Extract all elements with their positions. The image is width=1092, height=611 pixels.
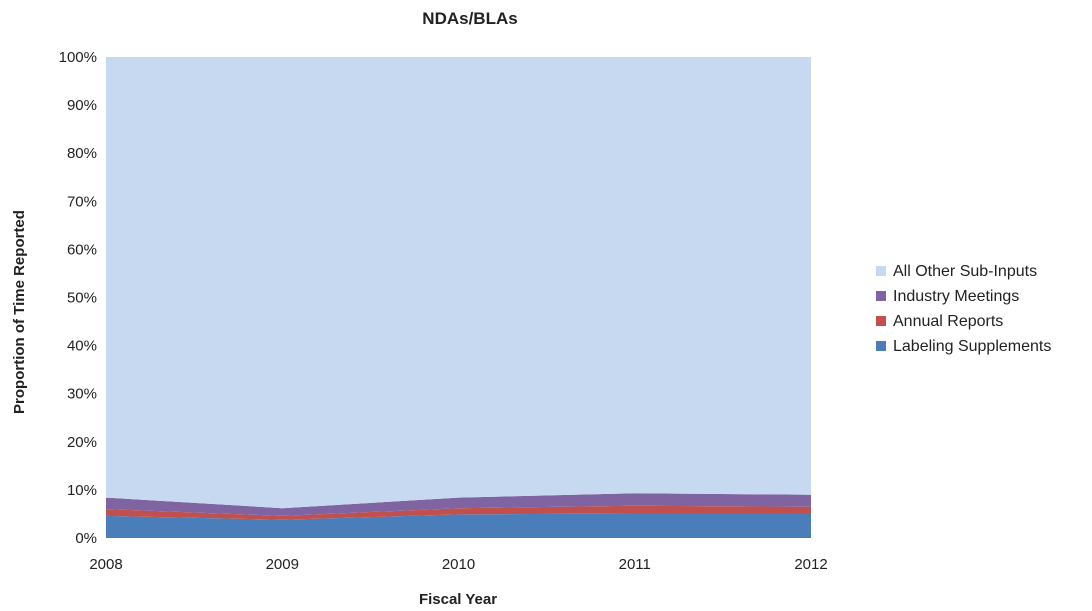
area-labeling-supplements (106, 513, 811, 538)
y-tick-label: 90% (67, 97, 97, 114)
x-axis-ticks: 2008 2009 2010 2011 2012 (89, 556, 827, 573)
legend: All Other Sub-Inputs Industry Meetings Ann… (876, 263, 1051, 355)
legend-label-all-other-sub-inputs: All Other Sub-Inputs (893, 263, 1037, 280)
legend-label-industry-meetings: Industry Meetings (893, 288, 1019, 305)
legend-label-annual-reports: Annual Reports (893, 313, 1003, 330)
x-axis-title: Fiscal Year (419, 591, 497, 608)
x-tick-label: 2011 (619, 556, 651, 573)
y-tick-label: 30% (67, 386, 97, 403)
legend-label-labeling-supplements: Labeling Supplements (893, 338, 1051, 355)
area-annual-reports (106, 505, 811, 520)
y-tick-label: 20% (67, 434, 97, 451)
y-tick-label: 80% (67, 145, 97, 162)
x-tick-label: 2009 (266, 556, 299, 573)
legend-swatch-industry-meetings (876, 291, 886, 301)
chart-title: NDAs/BLAs (422, 9, 517, 28)
legend-swatch-all-other-sub-inputs (876, 266, 886, 276)
x-tick-label: 2010 (442, 556, 475, 573)
legend-swatch-labeling-supplements (876, 341, 886, 351)
y-tick-label: 70% (67, 193, 97, 210)
y-tick-label: 100% (59, 49, 97, 66)
area-all-other-sub-inputs (106, 57, 811, 509)
plot-area (106, 57, 811, 538)
legend-swatch-annual-reports (876, 316, 886, 326)
y-tick-label: 10% (67, 482, 97, 499)
y-axis-ticks: 0% 10% 20% 30% 40% 50% 60% 70% 80% 90% 100% (59, 49, 97, 547)
y-tick-label: 0% (75, 530, 97, 547)
area-industry-meetings (106, 493, 811, 516)
y-tick-label: 50% (67, 290, 97, 307)
y-tick-label: 60% (67, 241, 97, 258)
x-tick-label: 2012 (794, 556, 827, 573)
y-tick-label: 40% (67, 338, 97, 355)
y-axis-title: Proportion of Time Reported (11, 210, 28, 414)
x-tick-label: 2008 (89, 556, 122, 573)
